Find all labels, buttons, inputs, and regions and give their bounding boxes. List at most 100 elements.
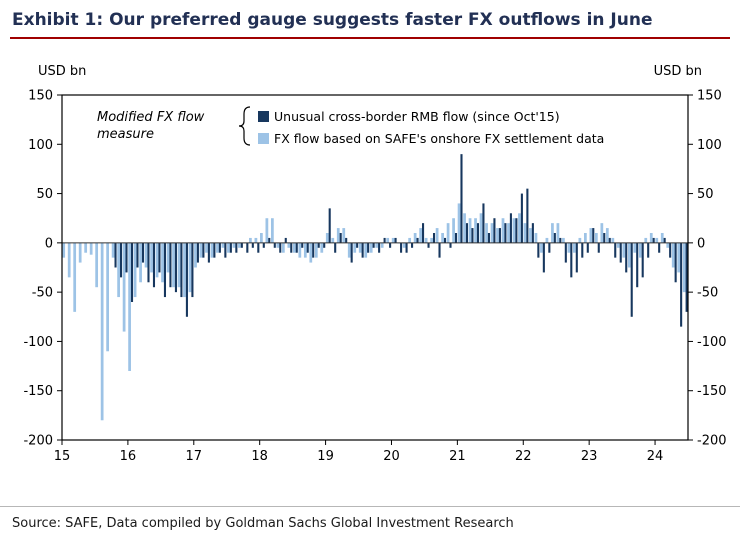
bar-unusual-rmb-flow [482, 203, 485, 243]
bar-safe-fx-settlement [622, 242, 626, 258]
bar-unusual-rmb-flow [432, 233, 436, 243]
bar-safe-fx-settlement [682, 242, 686, 293]
bar-safe-fx-settlement [529, 228, 532, 243]
legend-swatch-safe-flow [258, 133, 269, 144]
bar-unusual-rmb-flow [152, 242, 156, 288]
bar-unusual-rmb-flow [213, 242, 216, 258]
bar-unusual-rmb-flow [460, 154, 463, 243]
bar-unusual-rmb-flow [147, 242, 150, 283]
bar-safe-fx-settlement [402, 242, 406, 248]
bar-safe-fx-settlement [172, 242, 175, 288]
bar-safe-fx-settlement [638, 242, 642, 258]
annotation-line1: Modified FX flow [97, 110, 205, 125]
bar-safe-fx-settlement [144, 242, 148, 268]
bar-unusual-rmb-flow [597, 242, 600, 253]
bar-unusual-rmb-flow [295, 242, 298, 253]
bar-unusual-rmb-flow [180, 242, 183, 298]
ytick-label-right: 0 [697, 236, 705, 251]
title-rule [10, 37, 730, 39]
bar-unusual-rmb-flow [542, 242, 545, 273]
bar-safe-fx-settlement [358, 242, 362, 253]
bar-safe-fx-settlement [562, 237, 565, 243]
bar-unusual-rmb-flow [630, 242, 633, 317]
bar-unusual-rmb-flow [361, 242, 364, 258]
bar-safe-fx-settlement [419, 228, 423, 243]
bar-unusual-rmb-flow [284, 237, 287, 243]
bar-safe-fx-settlement [298, 242, 302, 258]
bar-unusual-rmb-flow [290, 242, 293, 253]
bar-safe-fx-settlement [490, 223, 494, 243]
bar-unusual-rmb-flow [487, 233, 490, 243]
ytick-label-left: 0 [45, 236, 53, 251]
bar-safe-fx-settlement [611, 237, 615, 243]
bar-unusual-rmb-flow [537, 242, 540, 258]
bar-safe-fx-settlement [501, 218, 505, 243]
bar-safe-fx-settlement [188, 242, 192, 293]
bar-safe-fx-settlement [210, 242, 214, 258]
bar-safe-fx-settlement [391, 237, 395, 243]
bar-safe-fx-settlement [479, 213, 483, 243]
bar-unusual-rmb-flow [592, 228, 595, 243]
bar-safe-fx-settlement [73, 242, 77, 312]
bar-unusual-rmb-flow [224, 242, 227, 258]
bar-safe-fx-settlement [435, 228, 439, 243]
bar-safe-fx-settlement [589, 228, 593, 243]
bar-safe-fx-settlement [512, 218, 516, 243]
bar-safe-fx-settlement [106, 242, 110, 352]
bar-unusual-rmb-flow [240, 242, 243, 248]
bar-safe-fx-settlement [122, 242, 126, 332]
bar-safe-fx-settlement [292, 242, 296, 253]
bar-unusual-rmb-flow [339, 233, 342, 243]
bar-unusual-rmb-flow [564, 242, 567, 263]
ytick-label-left: 150 [28, 89, 53, 104]
xtick-label: 21 [449, 449, 466, 464]
bar-safe-fx-settlement [95, 242, 99, 288]
bar-safe-fx-settlement [677, 242, 681, 273]
bar-safe-fx-settlement [232, 242, 236, 248]
bar-safe-fx-settlement [441, 233, 444, 243]
bar-safe-fx-settlement [633, 242, 637, 253]
bar-unusual-rmb-flow [680, 242, 683, 327]
bar-unusual-rmb-flow [438, 242, 441, 258]
bar-safe-fx-settlement [78, 242, 82, 263]
bar-unusual-rmb-flow [570, 242, 573, 278]
source-text: Source: SAFE, Data compiled by Goldman S… [12, 516, 514, 531]
bar-unusual-rmb-flow [575, 242, 578, 273]
ytick-label-right: -150 [697, 384, 727, 399]
bar-unusual-rmb-flow [652, 237, 655, 243]
ylabel-left: USD bn [38, 64, 86, 79]
bar-unusual-rmb-flow [394, 237, 397, 243]
bar-unusual-rmb-flow [312, 242, 315, 258]
xtick-label: 23 [581, 449, 598, 464]
bar-safe-fx-settlement [199, 242, 203, 258]
bar-safe-fx-settlement [573, 242, 576, 253]
bar-unusual-rmb-flow [378, 242, 381, 253]
bar-unusual-rmb-flow [246, 242, 249, 253]
bar-safe-fx-settlement [507, 223, 510, 243]
ytick-label-right: -100 [697, 335, 727, 350]
bar-unusual-rmb-flow [356, 242, 359, 248]
bar-unusual-rmb-flow [520, 193, 523, 243]
bar-safe-fx-settlement [616, 242, 620, 248]
bar-unusual-rmb-flow [306, 242, 309, 253]
bar-safe-fx-settlement [336, 228, 340, 243]
bar-safe-fx-settlement [128, 242, 131, 371]
source-line: Source: SAFE, Data compiled by Goldman S… [0, 506, 740, 545]
bar-unusual-rmb-flow [454, 233, 458, 243]
bar-safe-fx-settlement [331, 237, 335, 243]
bar-unusual-rmb-flow [114, 242, 117, 268]
bar-unusual-rmb-flow [301, 242, 304, 248]
xtick-label: 22 [515, 449, 532, 464]
bar-unusual-rmb-flow [416, 237, 419, 243]
bar-unusual-rmb-flow [663, 237, 666, 243]
bar-safe-fx-settlement [413, 233, 417, 243]
ytick-label-left: 50 [36, 187, 53, 202]
bar-safe-fx-settlement [276, 242, 280, 248]
bar-unusual-rmb-flow [317, 242, 320, 248]
bar-safe-fx-settlement [463, 213, 466, 243]
bar-unusual-rmb-flow [372, 242, 375, 248]
bar-unusual-rmb-flow [674, 242, 677, 283]
bar-safe-fx-settlement [375, 242, 379, 248]
bar-unusual-rmb-flow [251, 242, 254, 248]
